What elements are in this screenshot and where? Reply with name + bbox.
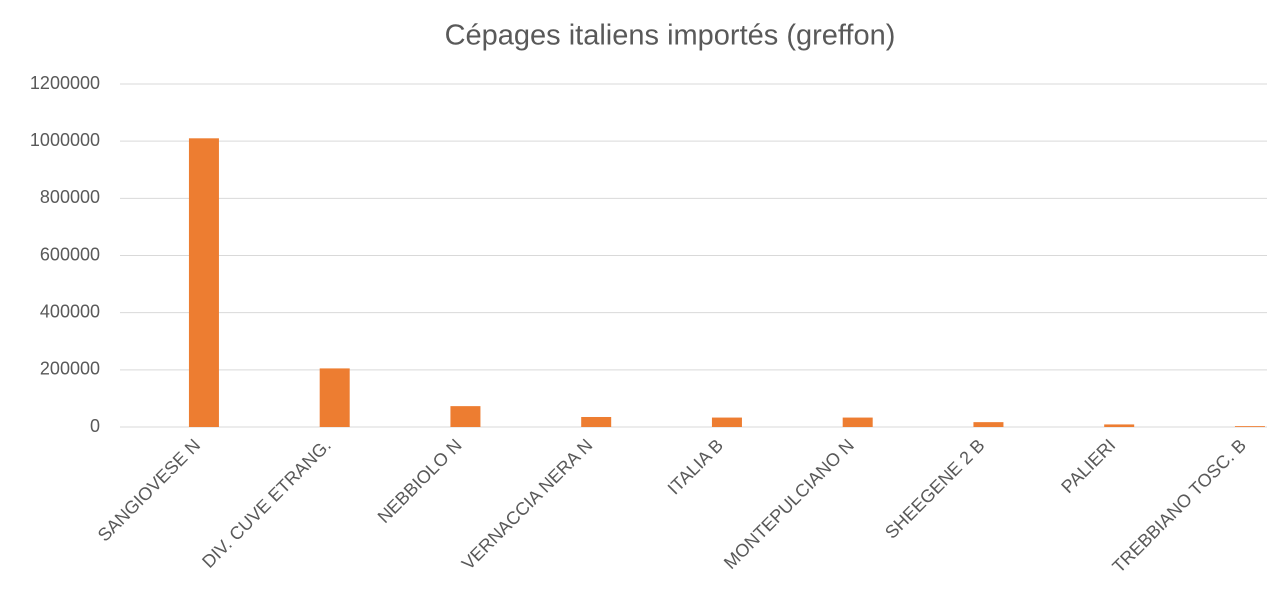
y-tick-label: 200000 xyxy=(40,359,100,379)
x-tick-label: PALIERI xyxy=(1057,435,1119,497)
bar xyxy=(450,406,481,427)
x-tick-label: MONTEPULCIANO N xyxy=(720,435,858,573)
y-tick-label: 400000 xyxy=(40,301,100,321)
bar xyxy=(842,417,873,427)
y-tick-label: 1200000 xyxy=(30,73,100,93)
bar xyxy=(711,417,742,427)
x-tick-label: TREBBIANO TOSC. B xyxy=(1108,435,1250,577)
bar xyxy=(1234,426,1265,427)
x-tick-label: VERNACCIA NERA N xyxy=(458,435,597,574)
y-tick-label: 0 xyxy=(90,416,100,436)
bar xyxy=(973,422,1004,427)
bar xyxy=(319,368,350,427)
x-tick-label: ITALIA B xyxy=(664,435,727,498)
x-tick-label: DIV. CUVE ETRANG. xyxy=(198,435,335,572)
bar xyxy=(581,416,612,427)
x-tick-label: SANGIOVESE N xyxy=(94,435,204,545)
y-tick-label: 600000 xyxy=(40,244,100,264)
bar xyxy=(1104,424,1135,427)
x-tick-label: NEBBIOLO N xyxy=(374,435,466,527)
x-tick-label: SHEEGENE 2 B xyxy=(881,435,989,543)
chart-title: Cépages italiens importés (greffon) xyxy=(445,20,896,52)
y-tick-label: 1000000 xyxy=(30,130,100,150)
bar xyxy=(188,138,219,427)
y-tick-label: 800000 xyxy=(40,187,100,207)
